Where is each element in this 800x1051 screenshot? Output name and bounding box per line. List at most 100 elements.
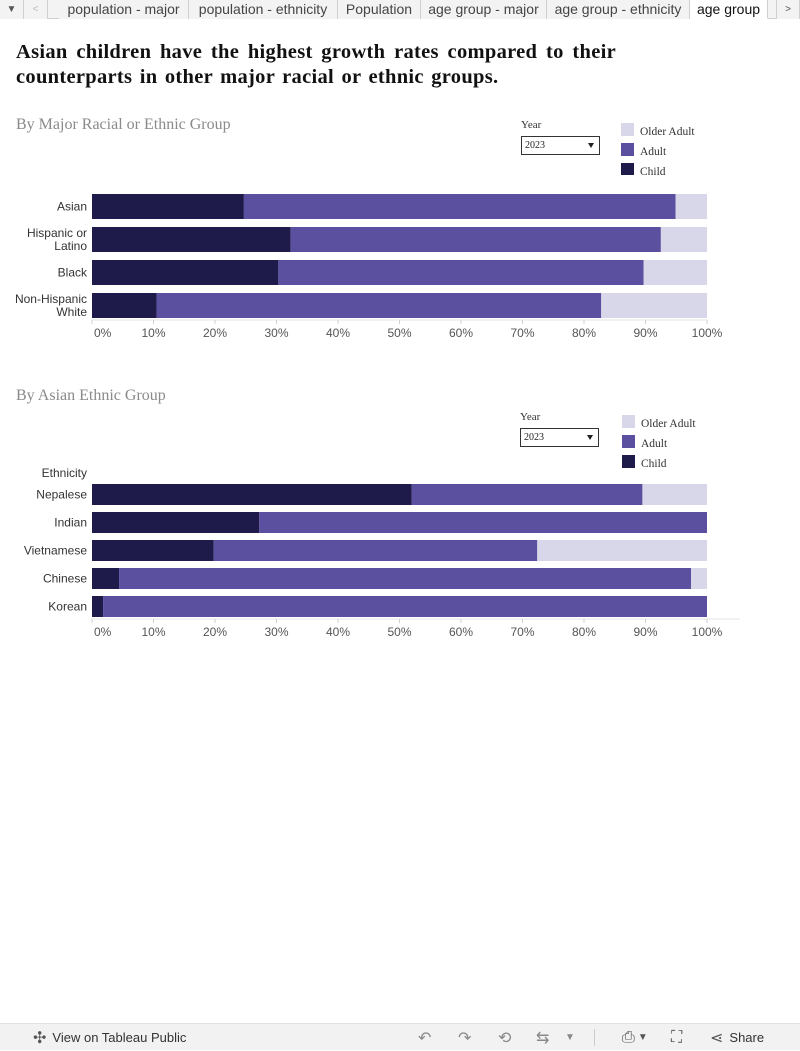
bar-segment-child-vietnamese[interactable] <box>92 540 214 561</box>
x-tick-label: 40% <box>326 326 350 340</box>
chevron-right-icon: > <box>785 4 791 15</box>
legend-swatch <box>621 163 634 175</box>
bar-segment-adult-indian[interactable] <box>259 512 707 533</box>
bar-segment-adult-korean[interactable] <box>103 596 707 617</box>
legend-item-older-adult[interactable]: Older Adult <box>622 415 732 435</box>
tab-population[interactable]: Population <box>338 0 421 19</box>
bar-segment-older-adult-vietnamese[interactable] <box>537 540 707 561</box>
share-button[interactable]: ⋖ Share <box>710 1024 764 1051</box>
category-label: Korean <box>48 600 87 614</box>
bar-segment-adult-non-hispanic-white[interactable] <box>156 293 602 318</box>
caret-down-icon: ▼ <box>565 1032 575 1043</box>
legend-item-child[interactable]: Child <box>621 163 731 175</box>
x-tick-label: 100% <box>692 625 723 639</box>
bar-segment-adult-vietnamese[interactable] <box>213 540 538 561</box>
share-icon: ⋖ <box>710 1029 724 1047</box>
tab-age-group[interactable]: age group <box>690 0 768 19</box>
x-tick-label: 20% <box>203 326 227 340</box>
x-tick-label: 70% <box>510 625 534 639</box>
bar-segment-child-nepalese[interactable] <box>92 484 412 505</box>
section-title-major: By Major Racial or Ethnic Group <box>16 116 231 133</box>
tab-age-group-ethnicity[interactable]: age group - ethnicity <box>547 0 690 19</box>
bar-segment-older-adult-black[interactable] <box>643 260 707 285</box>
bar-segment-child-chinese[interactable] <box>92 568 120 589</box>
legend-swatch <box>622 455 635 468</box>
bar-segment-adult-chinese[interactable] <box>119 568 692 589</box>
bar-segment-adult-nepalese[interactable] <box>411 484 643 505</box>
undo-button[interactable]: ↶ <box>418 1024 431 1051</box>
legend-swatch <box>621 143 634 156</box>
pause-dropdown-button[interactable]: ▼ <box>565 1024 575 1051</box>
x-tick-label: 10% <box>141 625 165 639</box>
page-title: Asian children have the highest growth r… <box>16 41 616 88</box>
redo-button[interactable]: ↷ <box>458 1024 471 1051</box>
section-title-asian-ethnic: By Asian Ethnic Group <box>16 387 166 404</box>
redo-icon: ↷ <box>458 1029 472 1047</box>
category-label: Hispanic or Latino <box>27 226 87 253</box>
legend-swatch <box>622 415 635 428</box>
revert-button[interactable]: ⟲ <box>498 1024 511 1051</box>
bar-segment-older-adult-asian[interactable] <box>675 194 707 219</box>
bar-segment-adult-hispanic-or-latino[interactable] <box>290 227 661 252</box>
legend-age-group: Older Adult Adult Child <box>622 415 732 475</box>
bar-segment-child-korean[interactable] <box>92 596 104 617</box>
x-tick-label: 80% <box>572 326 596 340</box>
download-button[interactable]: ⎙ ▼ <box>622 1024 648 1051</box>
legend-item-adult[interactable]: Adult <box>622 435 732 455</box>
legend-item-older-adult[interactable]: Older Adult <box>621 123 731 143</box>
x-tick-label: 100% <box>692 326 723 340</box>
x-tick-label: 10% <box>141 326 165 340</box>
view-on-tableau-link[interactable]: ✣ View on Tableau Public <box>33 1024 186 1051</box>
bar-segment-older-adult-hispanic-or-latino[interactable] <box>660 227 707 252</box>
tab-menu-dropdown[interactable]: ▼ <box>0 0 24 19</box>
x-tick-label: 20% <box>203 625 227 639</box>
sheet-tab-bar: ▼ < population - major population - ethn… <box>0 0 800 19</box>
undo-icon: ↶ <box>418 1029 432 1047</box>
view-on-tableau-label: View on Tableau Public <box>52 1030 187 1045</box>
legend-item-child[interactable]: Child <box>622 455 732 475</box>
fullscreen-icon: ⛶ <box>671 1028 683 1046</box>
legend-label: Older Adult <box>640 126 695 138</box>
bar-segment-older-adult-chinese[interactable] <box>691 568 707 589</box>
year-filter-dropdown[interactable]: 2023 <box>521 136 600 155</box>
caret-down-icon <box>588 143 594 148</box>
bar-segment-child-black[interactable] <box>92 260 279 285</box>
bar-segment-adult-asian[interactable] <box>243 194 676 219</box>
legend-swatch <box>622 435 635 448</box>
x-tick-label: 60% <box>449 625 473 639</box>
revert-icon: ⟲ <box>498 1029 512 1047</box>
chart-asian-ethnic-groups: Ethnicity Nepalese Indian Vietnamese Chinese… <box>24 466 740 639</box>
fullscreen-button[interactable]: ⛶ <box>671 1024 682 1051</box>
category-label: Indian <box>54 516 87 530</box>
bar-segment-child-asian[interactable] <box>92 194 244 219</box>
caret-down-icon: ▼ <box>6 4 17 15</box>
caret-down-icon <box>587 435 593 440</box>
x-tick-label: 40% <box>326 625 350 639</box>
x-tick-label: 0% <box>94 625 112 639</box>
refresh-button[interactable]: ⇆ <box>536 1024 549 1051</box>
category-label: Non-Hispanic White <box>15 292 87 319</box>
tab-age-group-major[interactable]: age group - major <box>421 0 547 19</box>
bar-segment-child-non-hispanic-white[interactable] <box>92 293 157 318</box>
y-axis-title: Ethnicity <box>42 466 87 480</box>
tab-population-major[interactable]: population - major <box>59 0 189 19</box>
tab-scroll-left-button[interactable]: < <box>24 0 48 19</box>
bar-segment-older-adult-non-hispanic-white[interactable] <box>601 293 707 318</box>
category-label: Nepalese <box>36 488 87 502</box>
legend-item-adult[interactable]: Adult <box>621 143 731 163</box>
bar-segment-child-hispanic-or-latino[interactable] <box>92 227 291 252</box>
legend-label: Child <box>640 166 666 175</box>
tab-scroll-right-button[interactable]: > <box>776 0 800 19</box>
bar-segment-child-indian[interactable] <box>92 512 260 533</box>
year-filter-dropdown[interactable]: 2023 <box>520 428 599 447</box>
x-tick-label: 70% <box>510 326 534 340</box>
legend-label: Adult <box>641 438 668 450</box>
bar-segment-older-adult-nepalese[interactable] <box>642 484 707 505</box>
tab-population-ethnicity[interactable]: population - ethnicity <box>189 0 338 19</box>
bottom-toolbar: ✣ View on Tableau Public ↶ ↷ ⟲ ⇆ ▼ ⎙ ▼ ⛶… <box>0 1023 800 1050</box>
bar-segment-adult-black[interactable] <box>278 260 644 285</box>
share-label: Share <box>729 1030 765 1045</box>
caret-down-icon: ▼ <box>637 1032 648 1043</box>
year-filter-value: 2023 <box>525 140 545 151</box>
download-icon: ⎙ <box>622 1028 635 1046</box>
